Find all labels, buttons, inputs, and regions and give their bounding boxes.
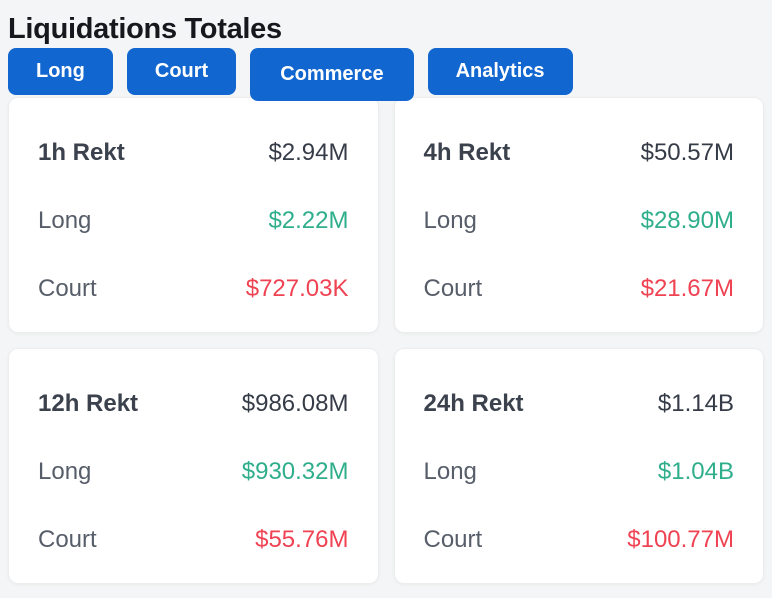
short-row: Court $100.77M	[424, 526, 735, 553]
period-label: 1h Rekt	[38, 139, 125, 166]
long-value: $2.22M	[268, 207, 349, 234]
short-row: Court $55.76M	[38, 526, 349, 553]
tab-long[interactable]: Long	[8, 48, 113, 95]
short-row: Court $21.67M	[424, 275, 735, 302]
total-row: 12h Rekt $986.08M	[38, 390, 349, 417]
long-value: $1.04B	[657, 458, 734, 485]
tab-commerce[interactable]: Commerce	[250, 48, 414, 101]
short-value: $55.76M	[255, 526, 349, 553]
card-4h-rekt: 4h Rekt $50.57M Long $28.90M Court $21.6…	[393, 97, 764, 333]
page-title: Liquidations Totales	[8, 13, 282, 45]
long-label: Long	[38, 458, 92, 485]
short-row: Court $727.03K	[38, 275, 349, 302]
long-label: Long	[38, 207, 92, 234]
total-value: $986.08M	[241, 390, 349, 417]
period-label: 4h Rekt	[423, 139, 511, 166]
short-label: Court	[423, 275, 483, 302]
card-12h-rekt: 12h Rekt $986.08M Long $930.32M Court $5…	[8, 348, 379, 584]
short-value: $727.03K	[245, 275, 349, 302]
total-row: 24h Rekt $1.14B	[424, 390, 735, 417]
long-value: $28.90M	[640, 207, 734, 234]
total-row: 1h Rekt $2.94M	[38, 139, 349, 166]
tab-court[interactable]: Court	[126, 48, 237, 95]
tab-analytics[interactable]: Analytics	[427, 48, 573, 95]
card-24h-rekt: 24h Rekt $1.14B Long $1.04B Court $100.7…	[393, 348, 764, 584]
period-label: 12h Rekt	[38, 390, 139, 417]
short-label: Court	[38, 275, 97, 302]
short-value: $100.77M	[627, 526, 734, 553]
total-row: 4h Rekt $50.57M	[424, 139, 735, 166]
period-label: 24h Rekt	[423, 390, 524, 417]
liquidation-cards-grid: 1h Rekt $2.94M Long $2.22M Court $727.03…	[8, 97, 764, 584]
long-row: Long $2.22M	[38, 207, 349, 234]
total-value: $50.57M	[640, 139, 734, 166]
long-row: Long $1.04B	[424, 458, 735, 485]
short-value: $21.67M	[640, 275, 734, 302]
long-label: Long	[423, 458, 477, 485]
long-row: Long $28.90M	[424, 207, 735, 234]
short-label: Court	[423, 526, 483, 553]
long-value: $930.32M	[241, 458, 349, 485]
tab-bar: Long Court Commerce Analytics	[8, 48, 764, 101]
card-1h-rekt: 1h Rekt $2.94M Long $2.22M Court $727.03…	[8, 97, 379, 333]
long-label: Long	[423, 207, 477, 234]
total-value: $2.94M	[268, 139, 349, 166]
total-value: $1.14B	[657, 390, 734, 417]
long-row: Long $930.32M	[38, 458, 349, 485]
short-label: Court	[38, 526, 97, 553]
